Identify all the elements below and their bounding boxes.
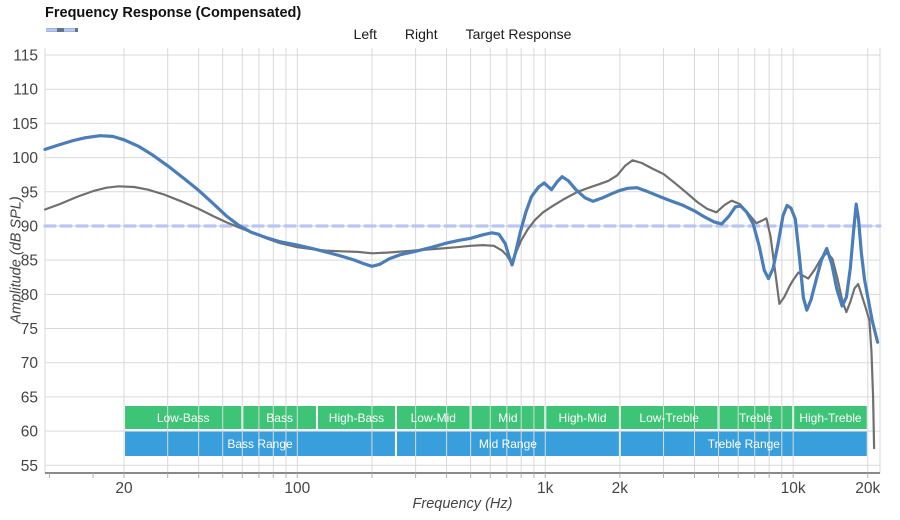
band-label-low-treble: Low-Treble: [639, 411, 699, 425]
y-tick-label-80: 80: [21, 287, 39, 304]
y-tick-label-60: 60: [21, 424, 39, 441]
band-label-bass: Bass: [266, 411, 293, 425]
band-label-low-bass: Low-Bass: [157, 411, 210, 425]
band-treble-range: [620, 431, 867, 456]
left-curve: [43, 134, 880, 344]
legend-item-target-response: Target Response: [46, 26, 572, 42]
x-tick-label-20: 20: [115, 480, 133, 497]
chart-legend: Left Right Target Response: [45, 26, 880, 42]
band-bass-range: [125, 431, 395, 456]
y-tick-label-110: 110: [13, 82, 38, 99]
band-label-high-bass: High-Bass: [329, 411, 384, 425]
y-tick-label-65: 65: [21, 389, 38, 406]
y-tick-label-85: 85: [21, 253, 38, 270]
x-tick-label-1k: 1k: [537, 480, 554, 497]
right-curve: [43, 159, 876, 450]
legend-swatch-icon: [46, 28, 78, 32]
legend-label: Left: [353, 26, 377, 42]
band-label-mid: Mid: [498, 411, 517, 425]
band-high-treble: [794, 406, 867, 429]
y-tick-label-115: 115: [13, 48, 38, 65]
x-tick-label-10k: 10k: [781, 480, 806, 497]
band-label-high-mid: High-Mid: [559, 411, 607, 425]
y-tick-label-75: 75: [21, 321, 38, 338]
band-label-treble-range: Treble Range: [708, 437, 781, 451]
band-label-treble: Treble: [739, 411, 773, 425]
y-tick-label-100: 100: [12, 150, 38, 167]
band-low-bass: [125, 406, 242, 429]
y-tick-label-55: 55: [21, 458, 38, 475]
x-tick-label-2k: 2k: [612, 480, 629, 497]
band-high-bass: [317, 406, 395, 429]
chart-title: Frequency Response (Compensated): [45, 5, 302, 21]
x-tick-label-100: 100: [284, 480, 310, 497]
x-tick-label-20k: 20k: [855, 480, 880, 497]
band-label-high-treble: High-Treble: [799, 411, 862, 425]
y-tick-label-70: 70: [21, 355, 39, 372]
x-axis-title: Frequency (Hz): [412, 496, 513, 512]
band-label-mid-range: Mid Range: [479, 437, 537, 451]
band-high-mid: [546, 406, 619, 429]
y-tick-label-90: 90: [21, 218, 39, 235]
y-tick-label-105: 105: [12, 116, 38, 133]
legend-label: Right: [404, 26, 438, 42]
band-label-bass-range: Bass Range: [227, 437, 293, 451]
band-mid-range: [396, 431, 619, 456]
y-tick-label-95: 95: [21, 184, 38, 201]
band-label-low-mid: Low-Mid: [411, 411, 456, 425]
legend-label: Target Response: [465, 26, 572, 42]
band-low-treble: [620, 406, 718, 429]
